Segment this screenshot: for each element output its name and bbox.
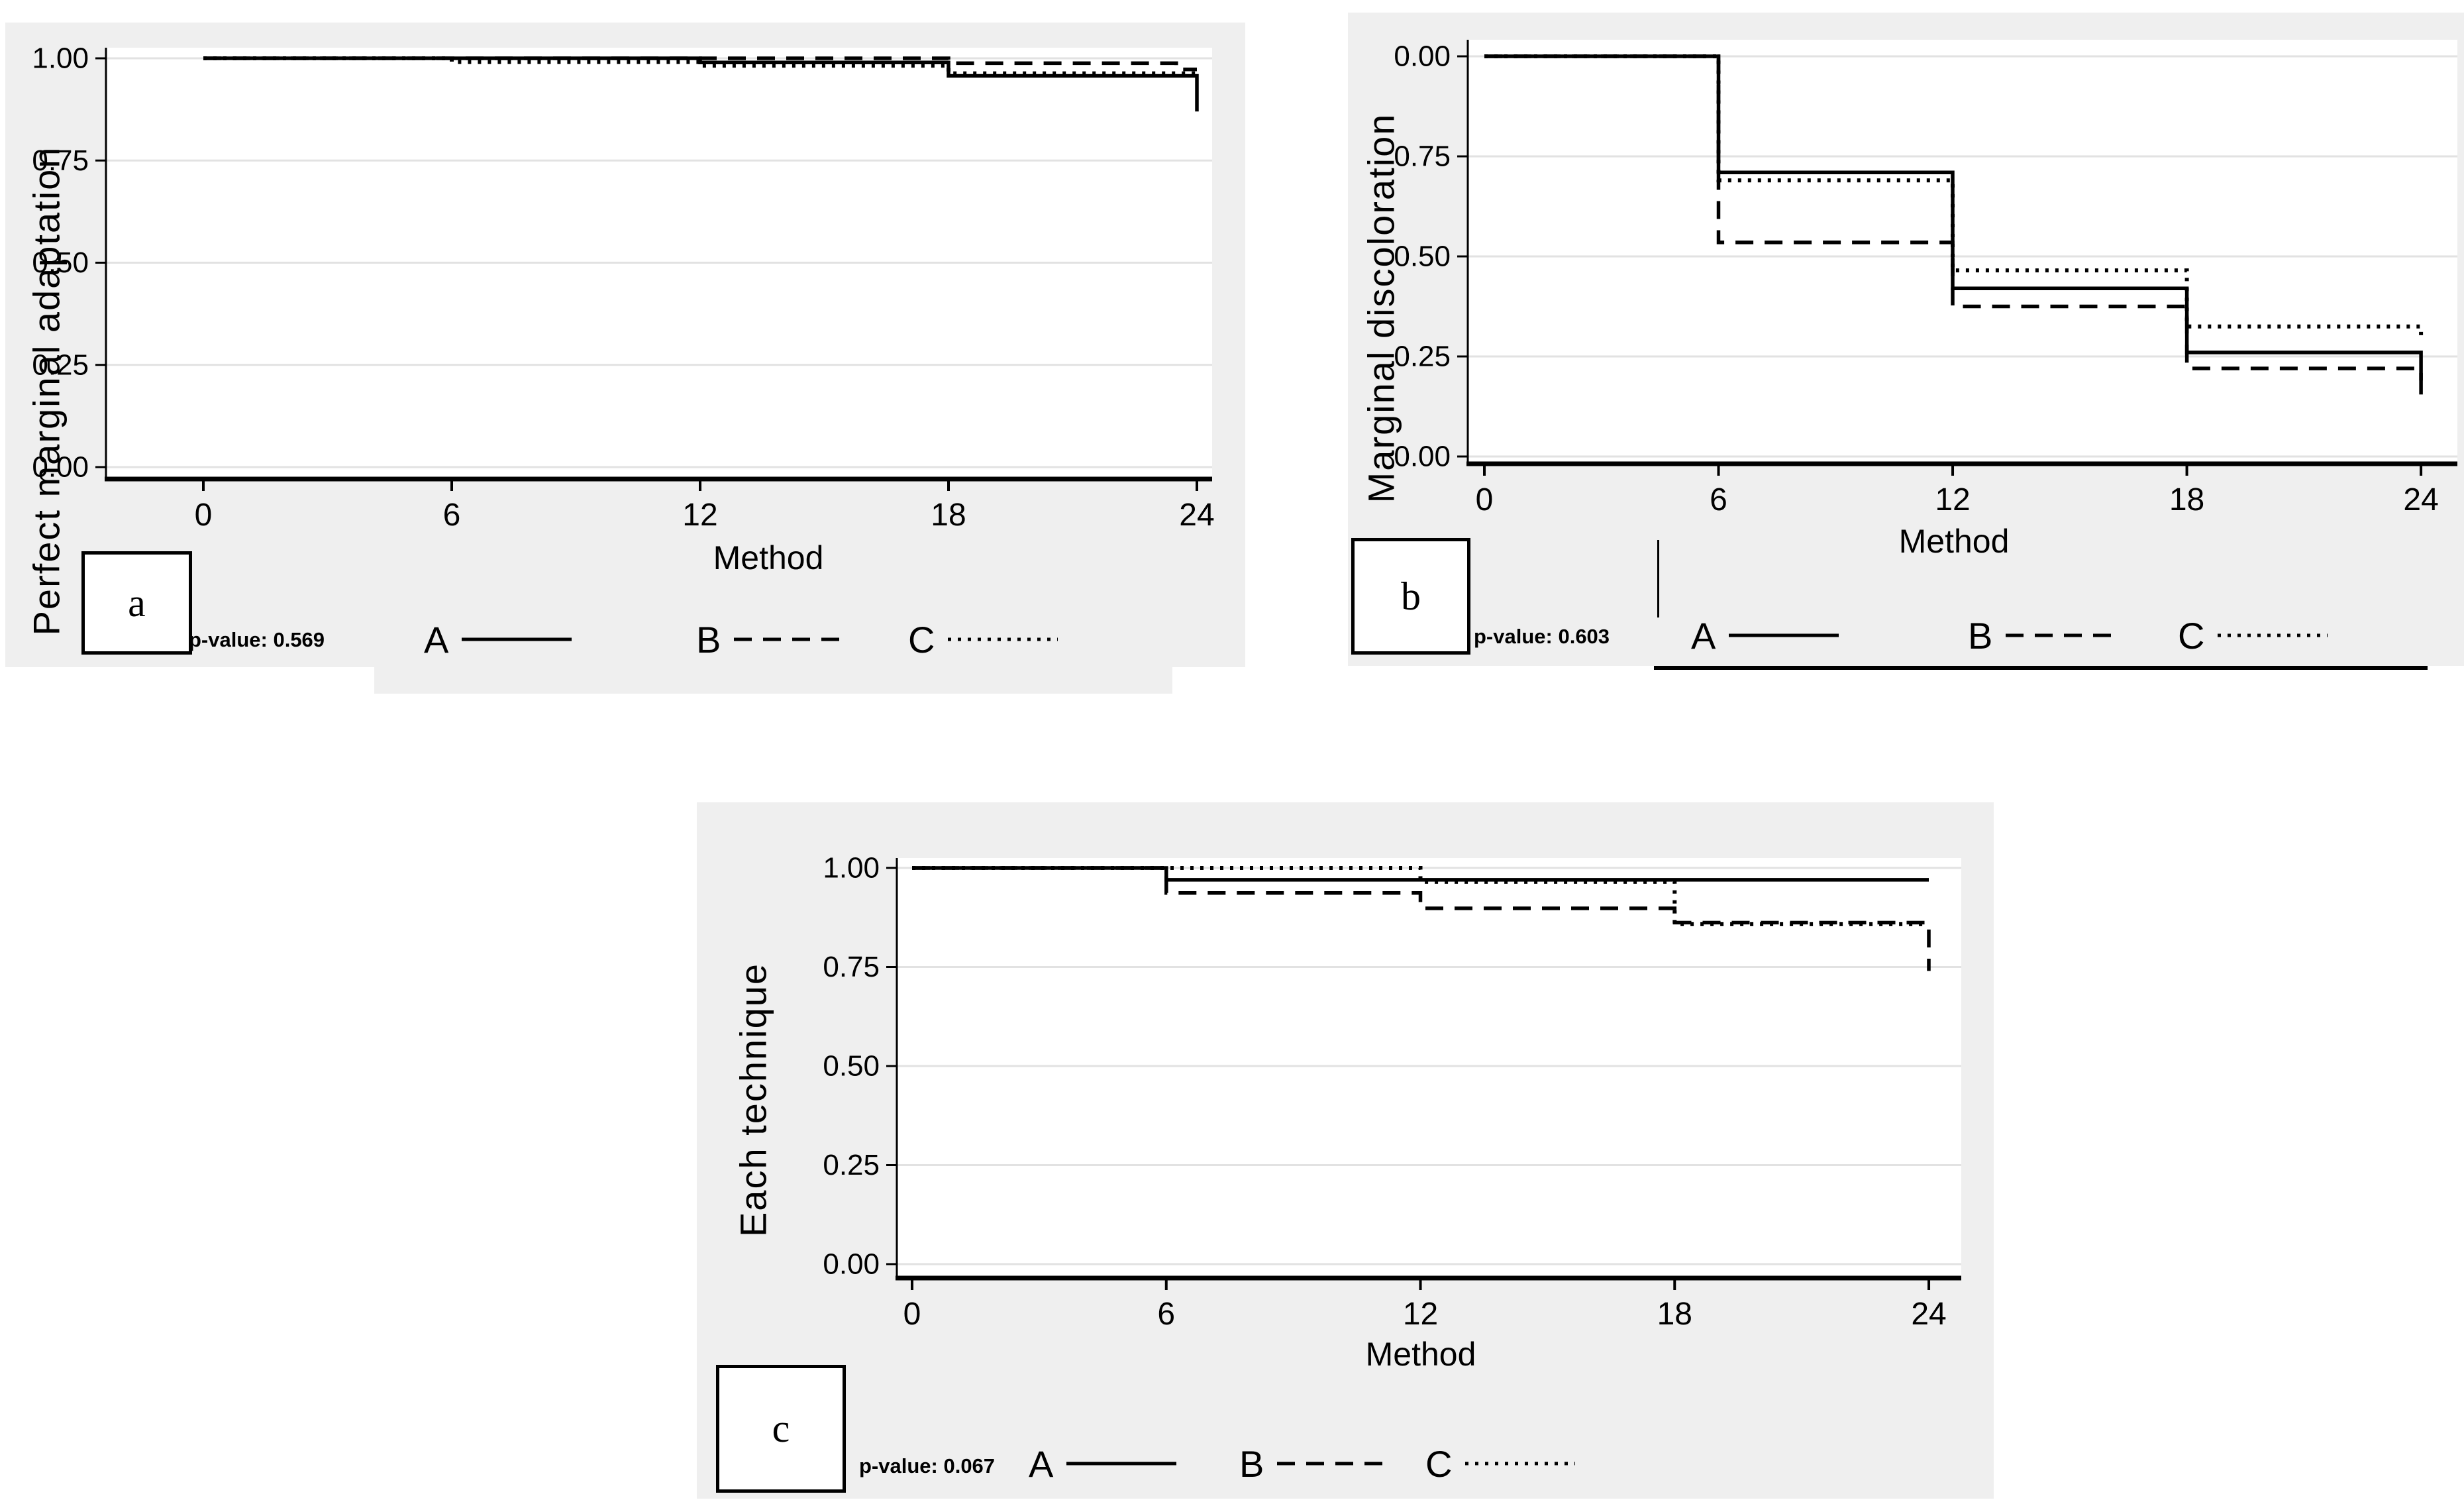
- legend-item: C: [2178, 611, 2329, 660]
- series-B: [912, 866, 1931, 971]
- panel-letter-b: b: [1401, 574, 1421, 618]
- x-tick-label: 24: [1179, 498, 1214, 533]
- panel-letter-a: a: [128, 580, 146, 625]
- x-tick-label: 24: [2403, 482, 2438, 517]
- y-tick-label: 0.25: [32, 348, 89, 381]
- legend-item: C: [1425, 1439, 1576, 1488]
- plot-area-a: 1.00 0.75 0.50 0.25 0.00 0 6 12 18 24: [32, 42, 1214, 533]
- plot-area-b: 0.00 0.75 0.50 0.25 0.00 0 6 12 18 24: [1394, 40, 2457, 517]
- panel-a-bottom-strip: [374, 667, 1172, 694]
- y-tick-label: 0.00: [823, 1248, 880, 1281]
- y-axis-label-a: Perfect marginal adaptation: [25, 146, 68, 636]
- y-tick-label: 0.75: [1394, 140, 1451, 173]
- x-tick-label: 18: [1657, 1297, 1692, 1332]
- legend-line-sample: [1729, 633, 1839, 637]
- legend-item: B: [1239, 1439, 1388, 1488]
- legend-label: A: [1029, 1442, 1054, 1485]
- y-tick-label: 0.25: [823, 1149, 880, 1181]
- stray-horizontal-line: [1654, 666, 2428, 670]
- y-tick-label: 0.00: [32, 451, 89, 484]
- legend-label: A: [424, 618, 449, 661]
- legend-line-sample: [2006, 633, 2116, 637]
- x-tick-label: 12: [1403, 1297, 1438, 1332]
- x-tick-label: 0: [1476, 482, 1494, 517]
- x-tick-label: 6: [1710, 482, 1727, 517]
- legend-a: A B C: [416, 615, 1078, 664]
- legend-label: B: [1239, 1442, 1264, 1485]
- legend-line-sample: [1066, 1462, 1177, 1466]
- y-tick-label: 0.50: [823, 1050, 880, 1083]
- legend-label: C: [1425, 1442, 1453, 1485]
- x-tick-label: 6: [443, 498, 461, 533]
- x-tick-label: 0: [195, 498, 213, 533]
- y-tick-label: 1.00: [823, 852, 880, 884]
- p-value-b: p-value: 0.603: [1474, 625, 1610, 648]
- legend-label: B: [1968, 614, 1993, 657]
- legend-line-sample: [2218, 633, 2328, 637]
- x-tick-label: 24: [1911, 1297, 1946, 1332]
- panel-b: 0.00 0.75 0.50 0.25 0.00 0 6 12 18 24 Marginal di…: [1348, 13, 2464, 666]
- legend-item: C: [908, 615, 1059, 664]
- y-tick-label: 0.50: [1394, 241, 1451, 273]
- x-tick-label: 12: [682, 498, 717, 533]
- panel-letter-box-b: b: [1351, 538, 1470, 655]
- series-B: [1484, 54, 2423, 381]
- x-tick-label: 18: [2169, 482, 2204, 517]
- y-tick-label: 1.00: [32, 42, 89, 75]
- stray-vertical-line: [1657, 540, 1659, 617]
- legend-b: A B C: [1682, 611, 2411, 660]
- series-C: [203, 56, 1197, 76]
- legend-label: A: [1691, 614, 1716, 657]
- panel-c: 1.00 0.75 0.50 0.25 0.00 0 6 12 18 24 Each techni…: [697, 802, 1994, 1499]
- x-tick-label: 6: [1157, 1297, 1175, 1332]
- legend-line-sample: [1277, 1462, 1388, 1466]
- y-tick-label: 0.75: [32, 144, 89, 177]
- y-tick-label: 0.25: [1394, 341, 1451, 373]
- p-value-a: p-value: 0.569: [189, 628, 325, 651]
- y-axis-label-c: Each technique: [732, 962, 774, 1238]
- y-tick-label: 0.00: [1394, 40, 1451, 73]
- x-tick-label: 0: [903, 1297, 921, 1332]
- panel-a: 1.00 0.75 0.50 0.25 0.00 0 6 12 18 24 Perfect mar…: [5, 23, 1245, 667]
- legend-c: A B C: [1020, 1439, 1682, 1488]
- legend-line-sample: [462, 637, 572, 641]
- y-tick-label: 0.50: [32, 246, 89, 279]
- x-tick-label: 12: [1935, 482, 1970, 517]
- legend-label: C: [2178, 614, 2205, 657]
- panel-letter-box-a: a: [81, 551, 192, 655]
- legend-line-sample: [734, 637, 845, 641]
- legend-line-sample: [1465, 1462, 1576, 1466]
- legend-item: B: [696, 615, 845, 664]
- plot-area-c: 1.00 0.75 0.50 0.25 0.00 0 6 12 18 24: [823, 852, 1961, 1332]
- x-tick-label: 18: [931, 498, 966, 533]
- legend-item: A: [424, 615, 573, 664]
- legend-label: B: [696, 618, 721, 661]
- legend-line-sample: [948, 637, 1058, 641]
- x-axis-label-b: Method: [1898, 523, 2010, 560]
- legend-item: A: [1029, 1439, 1178, 1488]
- legend-item: B: [1968, 611, 2117, 660]
- x-axis-label-c: Method: [1365, 1336, 1476, 1373]
- y-axis-label-b: Marginal discoloration: [1360, 113, 1402, 504]
- x-axis-label-a: Method: [713, 539, 824, 576]
- legend-label: C: [908, 618, 935, 661]
- p-value-c: p-value: 0.067: [859, 1454, 996, 1477]
- legend-item: A: [1691, 611, 1840, 660]
- series-B: [203, 56, 1197, 72]
- y-tick-label: 0.00: [1394, 441, 1451, 473]
- y-tick-label: 0.75: [823, 951, 880, 983]
- panel-letter-c: c: [772, 1407, 790, 1450]
- panel-letter-box-c: c: [716, 1365, 846, 1493]
